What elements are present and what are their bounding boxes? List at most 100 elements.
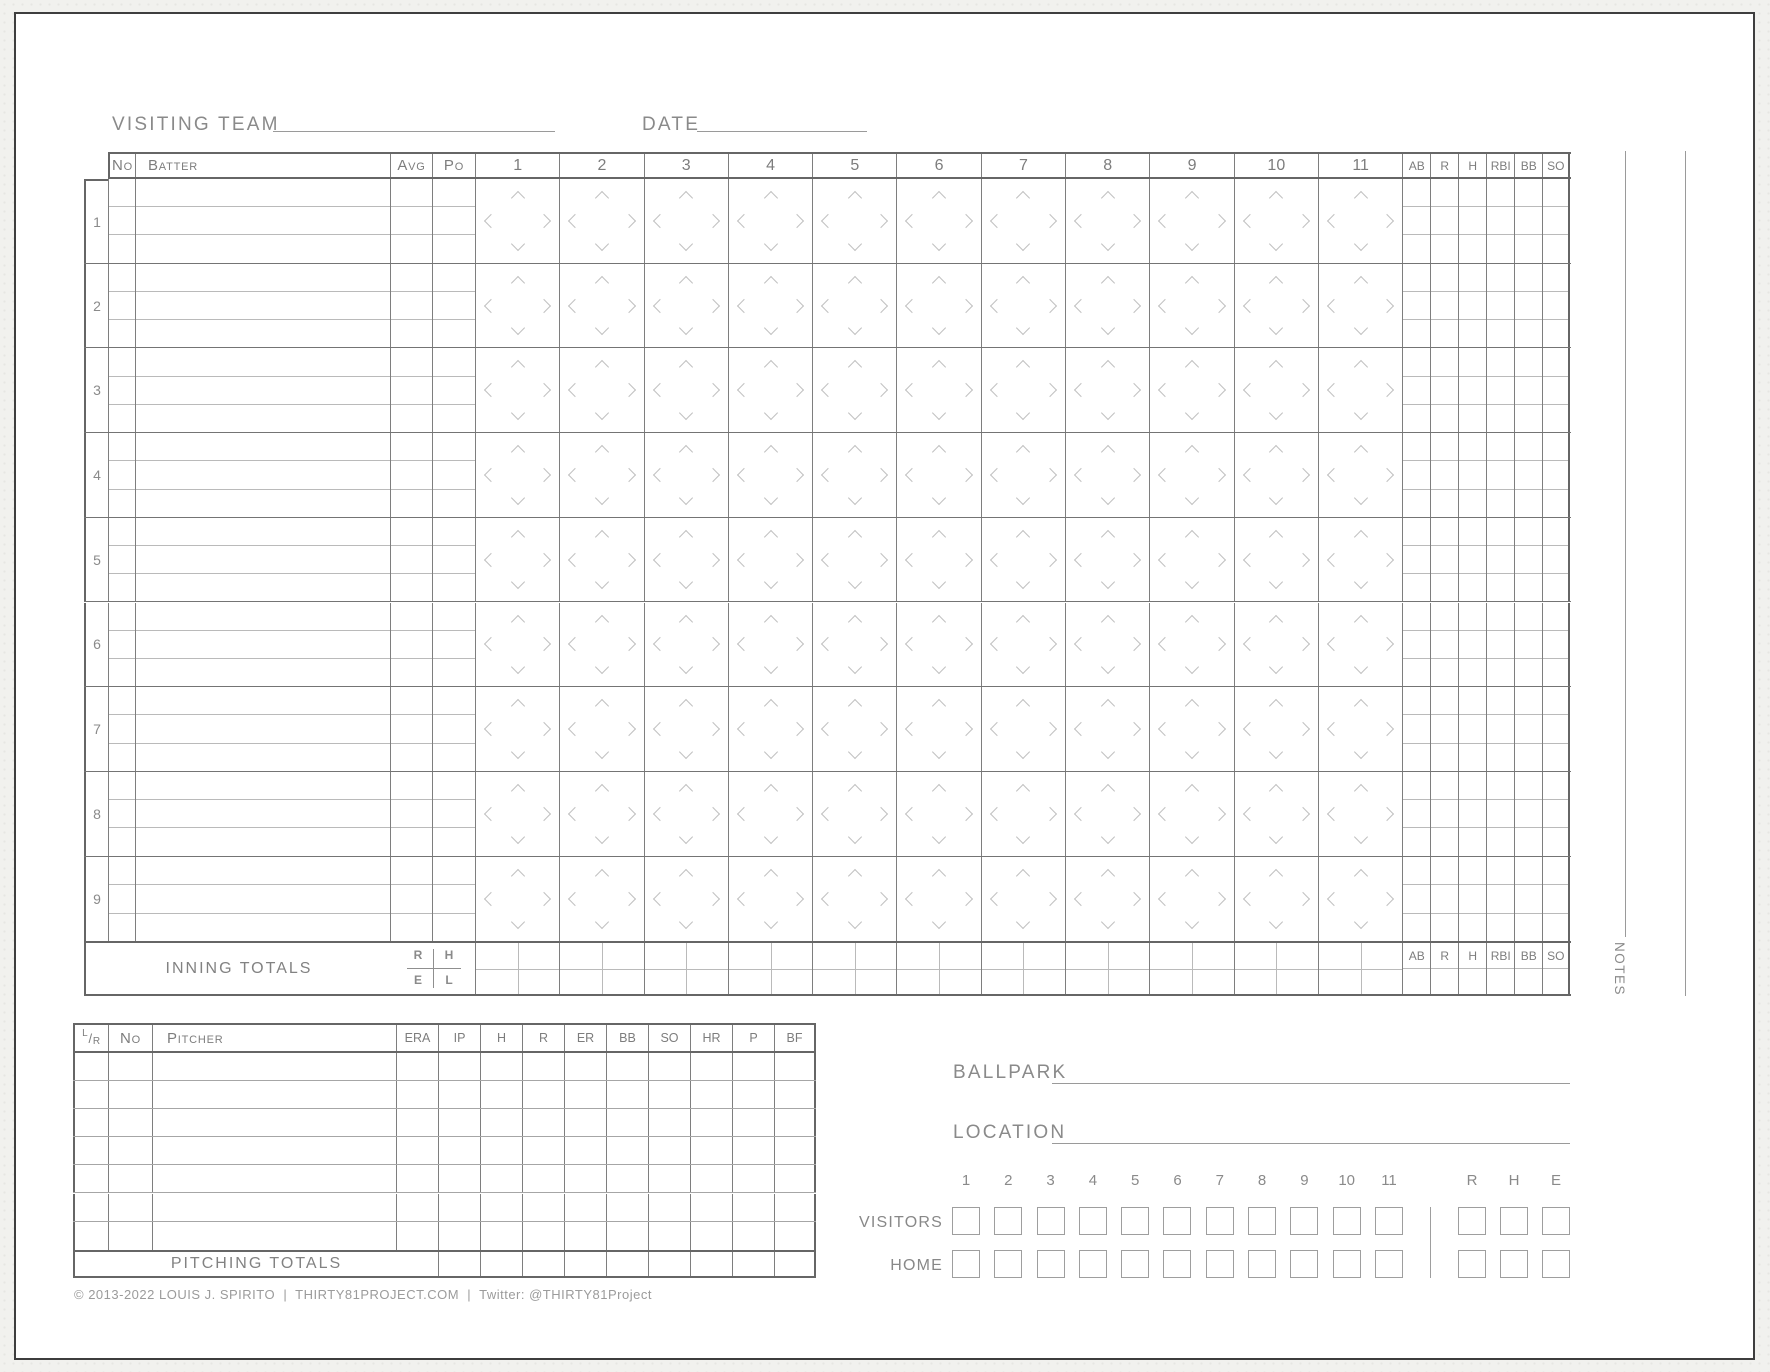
batter-no-cell[interactable] — [108, 433, 135, 517]
pitcher-stat-cell[interactable] — [522, 1165, 564, 1193]
stat-subrow[interactable] — [1459, 885, 1487, 914]
po-subrow[interactable] — [433, 320, 475, 347]
pitcher-stat-cell[interactable] — [606, 1193, 648, 1221]
stat-subrow[interactable] — [1459, 207, 1487, 236]
batter-stat-cell[interactable] — [1542, 602, 1571, 687]
at-bat-cell[interactable] — [1233, 433, 1318, 517]
po-subrow[interactable] — [433, 348, 475, 377]
stat-subrow[interactable] — [1403, 235, 1430, 262]
at-bat-cell[interactable] — [1317, 687, 1402, 771]
no-subrow[interactable] — [109, 377, 135, 405]
team-stat-total-box[interactable] — [1403, 969, 1430, 994]
batter-avg-cell[interactable] — [390, 687, 432, 771]
at-bat-cell[interactable] — [896, 687, 980, 771]
stat-subrow[interactable] — [1459, 461, 1487, 490]
at-bat-cell[interactable] — [559, 771, 643, 856]
at-bat-cell[interactable] — [559, 856, 643, 942]
batter-subrow[interactable] — [136, 687, 390, 716]
po-subrow[interactable] — [433, 292, 475, 321]
stat-subrow[interactable] — [1543, 574, 1568, 601]
pitcher-stat-cell[interactable] — [522, 1081, 564, 1109]
at-bat-cell[interactable] — [559, 687, 643, 771]
at-bat-cell[interactable] — [1317, 348, 1402, 433]
pitching-total-cell[interactable] — [522, 1251, 564, 1276]
pitcher-stat-cell[interactable] — [480, 1109, 522, 1137]
pitcher-stat-cell[interactable] — [396, 1221, 438, 1250]
stat-subrow[interactable] — [1431, 914, 1458, 942]
stat-subrow[interactable] — [1515, 800, 1543, 829]
batter-batter-cell[interactable] — [135, 771, 390, 856]
at-bat-cell[interactable] — [727, 856, 812, 942]
at-bat-cell[interactable] — [896, 517, 980, 602]
stat-subrow[interactable] — [1515, 433, 1543, 462]
stat-subrow[interactable] — [1487, 264, 1515, 292]
stat-subrow[interactable] — [1403, 405, 1430, 432]
pitcher-stat-cell[interactable] — [606, 1081, 648, 1109]
batter-stat-cell[interactable] — [1542, 179, 1571, 263]
po-subrow[interactable] — [433, 207, 475, 236]
no-subrow[interactable] — [109, 857, 135, 886]
inning-total-cell[interactable] — [643, 943, 729, 995]
pitcher-stat-cell[interactable] — [396, 1109, 438, 1137]
at-bat-cell[interactable] — [475, 348, 559, 433]
pitcher-stat-cell[interactable] — [690, 1221, 732, 1250]
inning-total-cell[interactable] — [980, 943, 1066, 995]
pitcher-stat-cell[interactable] — [690, 1109, 732, 1137]
pitching-total-cell[interactable] — [438, 1251, 480, 1276]
stat-subrow[interactable] — [1487, 800, 1515, 829]
at-bat-cell[interactable] — [896, 263, 980, 348]
stat-subrow[interactable] — [1515, 320, 1542, 347]
stat-subrow[interactable] — [1403, 914, 1430, 942]
stat-subrow[interactable] — [1515, 405, 1542, 432]
stat-subrow[interactable] — [1459, 828, 1486, 855]
batter-subrow[interactable] — [136, 292, 390, 321]
stat-subrow[interactable] — [1515, 715, 1543, 744]
stat-subrow[interactable] — [1543, 377, 1569, 405]
po-subrow[interactable] — [433, 433, 475, 462]
stat-subrow[interactable] — [1459, 433, 1487, 462]
batter-stat-cell[interactable] — [1486, 602, 1515, 687]
batter-no-cell[interactable] — [108, 771, 135, 856]
pitcher-stat-cell[interactable] — [564, 1081, 606, 1109]
at-bat-cell[interactable] — [1149, 856, 1233, 942]
pitcher-hand-cell[interactable] — [73, 1081, 108, 1109]
stat-subrow[interactable] — [1431, 461, 1459, 490]
stat-subrow[interactable] — [1543, 405, 1568, 432]
stat-subrow[interactable] — [1403, 687, 1431, 716]
batter-subrow[interactable] — [136, 405, 390, 432]
stat-subrow[interactable] — [1543, 772, 1569, 801]
inning-total-cell[interactable] — [812, 943, 897, 995]
no-subrow[interactable] — [109, 207, 135, 236]
at-bat-cell[interactable] — [1065, 771, 1149, 856]
pitcher-stat-cell[interactable] — [732, 1053, 774, 1081]
batter-batter-cell[interactable] — [135, 433, 390, 517]
at-bat-cell[interactable] — [1065, 687, 1149, 771]
batter-stat-cell[interactable] — [1542, 687, 1571, 771]
batter-no-cell[interactable] — [108, 602, 135, 687]
stat-subrow[interactable] — [1459, 574, 1486, 601]
pitcher-hand-cell[interactable] — [73, 1109, 108, 1137]
stat-subrow[interactable] — [1459, 264, 1487, 292]
stat-subrow[interactable] — [1543, 857, 1569, 886]
batter-subrow[interactable] — [136, 320, 390, 347]
batter-stat-cell[interactable] — [1458, 263, 1487, 348]
stat-subrow[interactable] — [1543, 914, 1568, 942]
stat-subrow[interactable] — [1543, 885, 1569, 914]
stat-subrow[interactable] — [1403, 433, 1431, 462]
avg-subrow[interactable] — [391, 659, 432, 686]
stat-subrow[interactable] — [1403, 828, 1430, 855]
po-subrow[interactable] — [433, 885, 475, 914]
pitcher-stat-cell[interactable] — [564, 1053, 606, 1081]
stat-subrow[interactable] — [1431, 659, 1458, 686]
batter-subrow[interactable] — [136, 631, 390, 659]
pitcher-hand-cell[interactable] — [73, 1193, 108, 1221]
avg-subrow[interactable] — [391, 828, 432, 855]
at-bat-cell[interactable] — [896, 348, 980, 433]
stat-subrow[interactable] — [1487, 659, 1514, 686]
stat-subrow[interactable] — [1543, 687, 1569, 716]
at-bat-cell[interactable] — [559, 517, 643, 602]
stat-subrow[interactable] — [1487, 292, 1515, 321]
stat-subrow[interactable] — [1515, 348, 1543, 377]
batter-stat-cell[interactable] — [1514, 687, 1543, 771]
stat-subrow[interactable] — [1431, 828, 1458, 855]
